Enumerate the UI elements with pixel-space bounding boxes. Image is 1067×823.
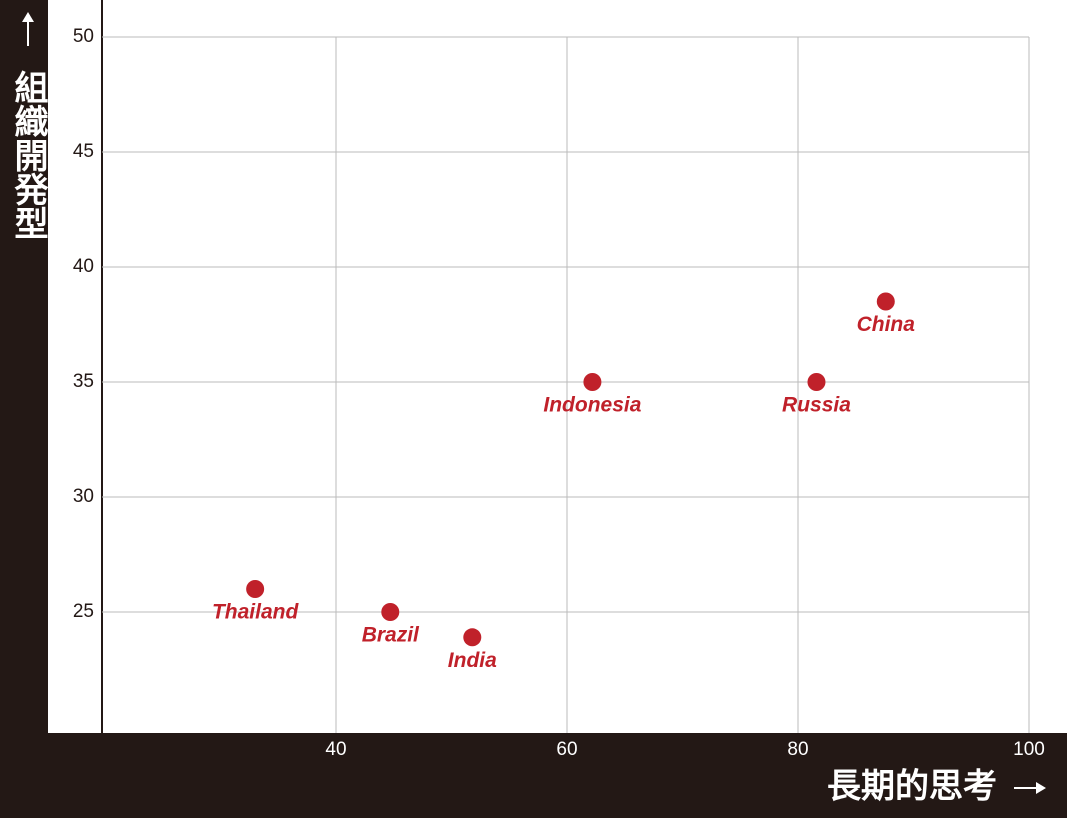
point bbox=[463, 628, 482, 647]
x-axis-title: 長期的思考 bbox=[827, 767, 997, 807]
y-tick-label: 45 bbox=[73, 141, 94, 162]
point bbox=[876, 292, 895, 311]
plot-background bbox=[48, 0, 1067, 733]
x-arrow-head bbox=[1036, 782, 1046, 794]
y-tick-label: 25 bbox=[73, 601, 94, 622]
x-tick-label: 100 bbox=[1013, 739, 1045, 760]
point bbox=[246, 580, 265, 598]
point bbox=[583, 373, 602, 391]
y-arrow-head bbox=[22, 12, 34, 22]
point bbox=[807, 373, 826, 391]
point-label: India bbox=[448, 649, 497, 672]
point-label: Russia bbox=[782, 394, 851, 417]
y-tick-label: 35 bbox=[73, 371, 94, 392]
x-tick-label: 80 bbox=[787, 739, 808, 760]
point-label: Brazil bbox=[362, 624, 420, 647]
point bbox=[381, 603, 400, 621]
y-tick-label: 30 bbox=[73, 486, 94, 507]
y-tick-label: 50 bbox=[73, 26, 94, 47]
point-label: Indonesia bbox=[543, 394, 641, 417]
point-label: Thailand bbox=[212, 601, 300, 624]
x-tick-label: 60 bbox=[556, 739, 577, 760]
y-tick-label: 40 bbox=[73, 256, 94, 277]
point-label: China bbox=[857, 313, 916, 336]
y-axis-title: 組織開発型 bbox=[8, 70, 48, 240]
x-tick-label: 40 bbox=[325, 739, 346, 760]
